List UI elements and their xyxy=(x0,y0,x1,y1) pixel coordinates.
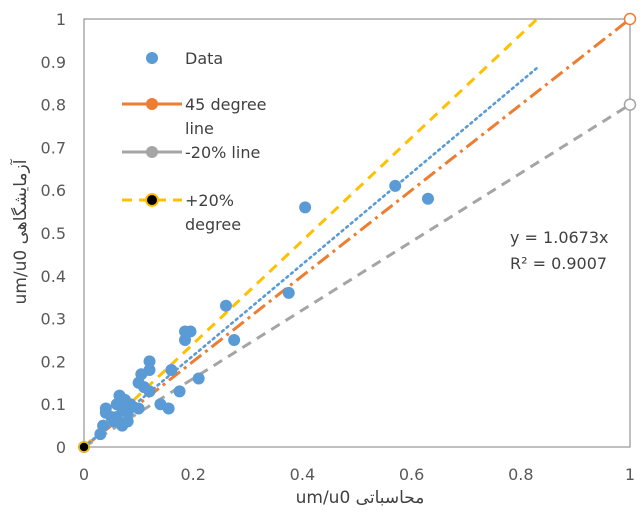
legend-swatch-marker xyxy=(145,193,159,207)
series-end-marker xyxy=(623,12,637,26)
data-point xyxy=(165,363,178,376)
data-point xyxy=(389,179,402,192)
data-point xyxy=(179,334,192,346)
data-point xyxy=(143,385,156,398)
data-point xyxy=(421,192,434,205)
data-point xyxy=(173,385,186,398)
x-tick-label: 0.4 xyxy=(290,465,315,484)
annotations-group: y = 1.0673x R² = 0.9007 xyxy=(510,228,609,273)
data-point xyxy=(228,334,241,346)
y-tick-label: 0.4 xyxy=(41,267,66,286)
legend-label: Data xyxy=(185,49,223,68)
y-tick-label: 0.7 xyxy=(41,138,66,157)
data-point xyxy=(192,372,205,385)
series-line xyxy=(82,17,539,449)
series-line xyxy=(83,17,631,449)
series-end-marker xyxy=(623,98,637,111)
annotation-equation: y = 1.0673x xyxy=(510,228,609,247)
legend-label: -20% line xyxy=(185,143,260,162)
data-point xyxy=(99,402,112,415)
x-tick-label: 0.6 xyxy=(399,465,424,484)
y-tick-label: 0.5 xyxy=(41,224,66,243)
legend-label: 45 degree xyxy=(185,95,267,114)
x-tick-label: 0 xyxy=(79,465,89,484)
legend-label: +20% xyxy=(185,191,234,210)
legend-swatch-marker xyxy=(146,146,158,158)
legend-item-data: Data xyxy=(146,49,223,68)
x-tick-label: 0.2 xyxy=(180,465,205,484)
legend-item-line45: 45 degree line xyxy=(122,95,267,138)
data-point xyxy=(282,286,295,299)
legend-swatch-marker xyxy=(146,98,158,110)
data-point xyxy=(97,419,110,432)
data-point xyxy=(143,363,156,376)
legend-swatch xyxy=(146,52,158,64)
data-point xyxy=(299,201,312,214)
x-axis-title: um/u0 محاسباتی xyxy=(296,488,425,508)
legend-item-minus20: -20% line xyxy=(122,143,260,162)
axes-group: 0 0.2 0.4 0.6 0.8 1 0 0.1 0.2 0.3 0.4 0.5 0.6 0.7 0.8 0… xyxy=(41,10,636,484)
legend: Data 45 degree line -20% line +20% degree xyxy=(122,49,267,234)
data-point xyxy=(162,402,175,415)
legend-item-plus20: +20% degree xyxy=(122,191,241,234)
y-tick-label: 0.9 xyxy=(41,53,66,72)
data-points-group xyxy=(78,179,434,453)
series-line xyxy=(82,66,539,449)
y-axis-title: um/u0 آزمایشگاهی xyxy=(9,158,31,304)
x-tick-label: 1 xyxy=(625,465,635,484)
data-point xyxy=(110,411,123,424)
y-tick-label: 0 xyxy=(56,438,66,457)
data-point xyxy=(184,325,197,338)
y-tick-label: 0.2 xyxy=(41,352,66,371)
y-tick-label: 0.6 xyxy=(41,181,66,200)
y-tick-label: 1 xyxy=(56,10,66,29)
origin-marker xyxy=(78,441,90,453)
data-point xyxy=(219,299,232,312)
plot-frame xyxy=(83,18,631,448)
data-point xyxy=(143,355,156,368)
y-tick-label: 0.1 xyxy=(41,395,66,414)
legend-label: degree xyxy=(185,215,241,234)
annotation-r2: R² = 0.9007 xyxy=(510,254,607,273)
x-tick-label: 0.8 xyxy=(508,465,533,484)
data-point xyxy=(132,402,145,415)
y-tick-label: 0.3 xyxy=(41,310,66,329)
data-point xyxy=(121,415,134,428)
y-tick-label: 0.8 xyxy=(41,96,66,115)
legend-label: line xyxy=(185,119,214,138)
